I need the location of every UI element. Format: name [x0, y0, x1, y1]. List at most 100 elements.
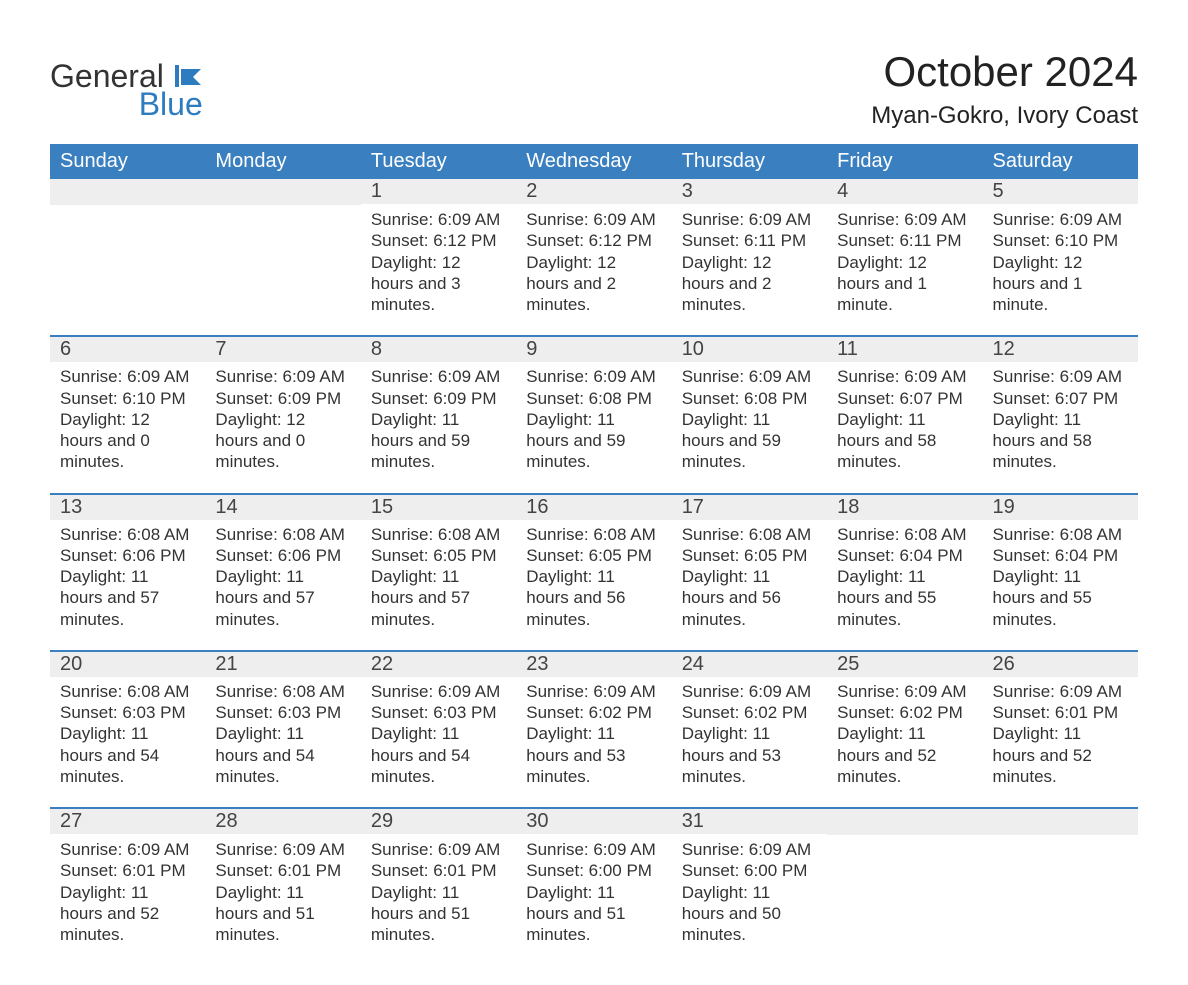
daylight-text: Daylight: 11 hours and 50 minutes. [682, 882, 817, 946]
sunrise-text: Sunrise: 6:09 AM [60, 366, 195, 387]
details-row: Sunrise: 6:09 AM Sunset: 6:01 PM Daylight:… [50, 835, 1138, 965]
day-number: 27 [50, 809, 205, 834]
weekday-header: Sunday [50, 144, 205, 179]
sunset-text: Sunset: 6:06 PM [60, 545, 195, 566]
sunrise-text: Sunrise: 6:09 AM [682, 681, 817, 702]
daylight-text: Daylight: 12 hours and 3 minutes. [371, 252, 506, 316]
sunrise-text: Sunrise: 6:09 AM [682, 839, 817, 860]
day-number: 19 [983, 495, 1138, 520]
day-number [205, 179, 360, 205]
sunrise-text: Sunrise: 6:09 AM [526, 839, 661, 860]
weekday-header: Wednesday [516, 144, 671, 179]
weekday-header-row: SundayMondayTuesdayWednesdayThursdayFrid… [50, 144, 1138, 179]
day-number: 20 [50, 652, 205, 677]
day-details: Sunrise: 6:08 AMSunset: 6:05 PMDaylight:… [361, 520, 516, 650]
daynum-row: 12345 [50, 179, 1138, 205]
sunset-text: Sunset: 6:07 PM [837, 388, 972, 409]
day-details: Sunrise: 6:09 AMSunset: 6:01 PMDaylight:… [50, 835, 205, 965]
sunset-text: Sunset: 6:02 PM [837, 702, 972, 723]
sunrise-text: Sunrise: 6:09 AM [215, 366, 350, 387]
sunset-text: Sunset: 6:03 PM [215, 702, 350, 723]
sunrise-text: Sunrise: 6:08 AM [60, 524, 195, 545]
sunset-text: Sunset: 6:01 PM [993, 702, 1128, 723]
day-number: 15 [361, 495, 516, 520]
weekday-header: Tuesday [361, 144, 516, 179]
day-number: 14 [205, 495, 360, 520]
day-number: 12 [983, 337, 1138, 362]
daylight-text: Daylight: 11 hours and 57 minutes. [371, 566, 506, 630]
calendar-page: General Blue October 2024 Myan-Gokro, Iv… [0, 0, 1188, 985]
details-row: Sunrise: 6:09 AMSunset: 6:12 PMDaylight:… [50, 205, 1138, 336]
weekday-header: Saturday [983, 144, 1138, 179]
day-number: 11 [827, 337, 982, 362]
day-number: 22 [361, 652, 516, 677]
sunrise-text: Sunrise: 6:09 AM [682, 366, 817, 387]
sunset-text: Sunset: 6:12 PM [526, 230, 661, 251]
day-details: Sunrise: 6:09 AMSunset: 6:03 PMDaylight:… [361, 677, 516, 807]
sunset-text: Sunset: 6:02 PM [682, 702, 817, 723]
day-details: Sunrise: 6:08 AMSunset: 6:06 PMDaylight:… [50, 520, 205, 650]
day-details: Sunrise: 6:09 AMSunset: 6:12 PMDaylight:… [516, 205, 671, 335]
sunrise-text: Sunrise: 6:09 AM [371, 839, 506, 860]
daylight-text: Daylight: 12 hours and 1 minute. [993, 252, 1128, 316]
day-number: 10 [672, 337, 827, 362]
day-number: 4 [827, 179, 982, 204]
day-details: Sunrise: 6:09 AMSunset: 6:12 PMDaylight:… [361, 205, 516, 335]
day-number: 9 [516, 337, 671, 362]
day-details: Sunrise: 6:09 AMSunset: 6:01 PMDaylight:… [361, 835, 516, 965]
day-details: Sunrise: 6:08 AMSunset: 6:04 PMDaylight:… [827, 520, 982, 650]
details-row: Sunrise: 6:08 AMSunset: 6:06 PMDaylight:… [50, 520, 1138, 651]
day-details: Sunrise: 6:09 AMSunset: 6:11 PMDaylight:… [672, 205, 827, 335]
day-details: Sunrise: 6:08 AMSunset: 6:04 PMDaylight:… [983, 520, 1138, 650]
sunrise-text: Sunrise: 6:09 AM [837, 366, 972, 387]
daylight-text: Daylight: 11 hours and 51 minutes. [215, 882, 350, 946]
day-number: 13 [50, 495, 205, 520]
weekday-header: Friday [827, 144, 982, 179]
daylight-text: Daylight: 11 hours and 55 minutes. [837, 566, 972, 630]
sunrise-text: Sunrise: 6:08 AM [371, 524, 506, 545]
sunset-text: Sunset: 6:10 PM [60, 388, 195, 409]
daylight-text: Daylight: 11 hours and 52 minutes. [837, 723, 972, 787]
month-title: October 2024 [871, 48, 1138, 96]
day-details [827, 835, 982, 931]
day-number: 1 [361, 179, 516, 204]
sunrise-text: Sunrise: 6:09 AM [837, 209, 972, 230]
sunset-text: Sunset: 6:01 PM [60, 860, 195, 881]
daylight-text: Daylight: 11 hours and 53 minutes. [682, 723, 817, 787]
day-details [205, 205, 360, 301]
sunrise-text: Sunrise: 6:08 AM [837, 524, 972, 545]
daynum-row: 2728293031 [50, 809, 1138, 835]
day-details: Sunrise: 6:09 AMSunset: 6:08 PMDaylight:… [672, 362, 827, 492]
day-details: Sunrise: 6:09 AMSunset: 6:02 PMDaylight:… [516, 677, 671, 807]
sunrise-text: Sunrise: 6:09 AM [993, 681, 1128, 702]
daynum-row: 20212223242526 [50, 652, 1138, 677]
daylight-text: Daylight: 11 hours and 58 minutes. [837, 409, 972, 473]
sunset-text: Sunset: 6:06 PM [215, 545, 350, 566]
sunset-text: Sunset: 6:11 PM [682, 230, 817, 251]
sunset-text: Sunset: 6:04 PM [837, 545, 972, 566]
sunset-text: Sunset: 6:09 PM [371, 388, 506, 409]
sunset-text: Sunset: 6:12 PM [371, 230, 506, 251]
daylight-text: Daylight: 11 hours and 51 minutes. [526, 882, 661, 946]
sunrise-text: Sunrise: 6:08 AM [993, 524, 1128, 545]
sunset-text: Sunset: 6:05 PM [526, 545, 661, 566]
daylight-text: Daylight: 11 hours and 57 minutes. [215, 566, 350, 630]
calendar-body: 12345Sunrise: 6:09 AMSunset: 6:12 PMDayl… [50, 179, 1138, 965]
day-details: Sunrise: 6:09 AMSunset: 6:02 PMDaylight:… [827, 677, 982, 807]
details-row: Sunrise: 6:08 AMSunset: 6:03 PMDaylight:… [50, 677, 1138, 808]
daylight-text: Daylight: 11 hours and 59 minutes. [682, 409, 817, 473]
sunset-text: Sunset: 6:11 PM [837, 230, 972, 251]
sunrise-text: Sunrise: 6:09 AM [993, 209, 1128, 230]
sunset-text: Sunset: 6:03 PM [60, 702, 195, 723]
day-number: 6 [50, 337, 205, 362]
weekday-header: Thursday [672, 144, 827, 179]
day-details: Sunrise: 6:09 AMSunset: 6:10 PMDaylight:… [50, 362, 205, 492]
day-details: Sunrise: 6:09 AMSunset: 6:08 PMDaylight:… [516, 362, 671, 492]
sunrise-text: Sunrise: 6:09 AM [837, 681, 972, 702]
day-number: 23 [516, 652, 671, 677]
daylight-text: Daylight: 11 hours and 59 minutes. [526, 409, 661, 473]
day-details: Sunrise: 6:09 AMSunset: 6:00 PMDaylight:… [672, 835, 827, 965]
sunrise-text: Sunrise: 6:08 AM [526, 524, 661, 545]
daylight-text: Daylight: 11 hours and 56 minutes. [526, 566, 661, 630]
sunset-text: Sunset: 6:07 PM [993, 388, 1128, 409]
